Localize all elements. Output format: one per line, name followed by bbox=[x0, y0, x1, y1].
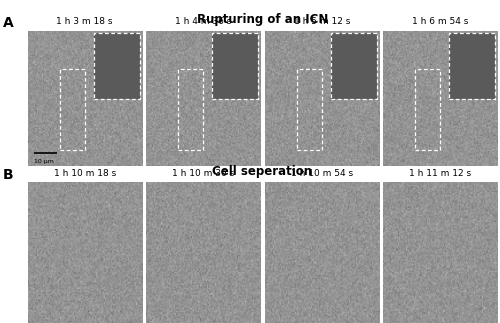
Text: Rupturing of an ICN: Rupturing of an ICN bbox=[197, 13, 328, 26]
Text: A: A bbox=[2, 16, 13, 30]
Text: Cell seperation: Cell seperation bbox=[212, 165, 312, 178]
Bar bbox=[450, 33, 495, 99]
Bar bbox=[60, 69, 85, 150]
Bar bbox=[94, 33, 140, 99]
Text: 1 h 4 m 36 s: 1 h 4 m 36 s bbox=[175, 17, 232, 26]
Text: 1 h 5 m 12 s: 1 h 5 m 12 s bbox=[294, 17, 350, 26]
Text: 1 h 10 m 18 s: 1 h 10 m 18 s bbox=[54, 169, 116, 178]
Bar bbox=[178, 69, 203, 150]
Text: 1 h 10 m 54 s: 1 h 10 m 54 s bbox=[290, 169, 353, 178]
Bar bbox=[331, 33, 376, 99]
Text: 1 h 11 m 12 s: 1 h 11 m 12 s bbox=[409, 169, 472, 178]
Bar bbox=[415, 69, 440, 150]
Text: 10 μm: 10 μm bbox=[34, 159, 54, 164]
Bar bbox=[212, 33, 258, 99]
Text: 1 h 10 m 36 s: 1 h 10 m 36 s bbox=[172, 169, 234, 178]
Text: B: B bbox=[2, 168, 13, 182]
Text: 1 h 3 m 18 s: 1 h 3 m 18 s bbox=[56, 17, 113, 26]
Bar bbox=[296, 69, 322, 150]
Text: 1 h 6 m 54 s: 1 h 6 m 54 s bbox=[412, 17, 469, 26]
